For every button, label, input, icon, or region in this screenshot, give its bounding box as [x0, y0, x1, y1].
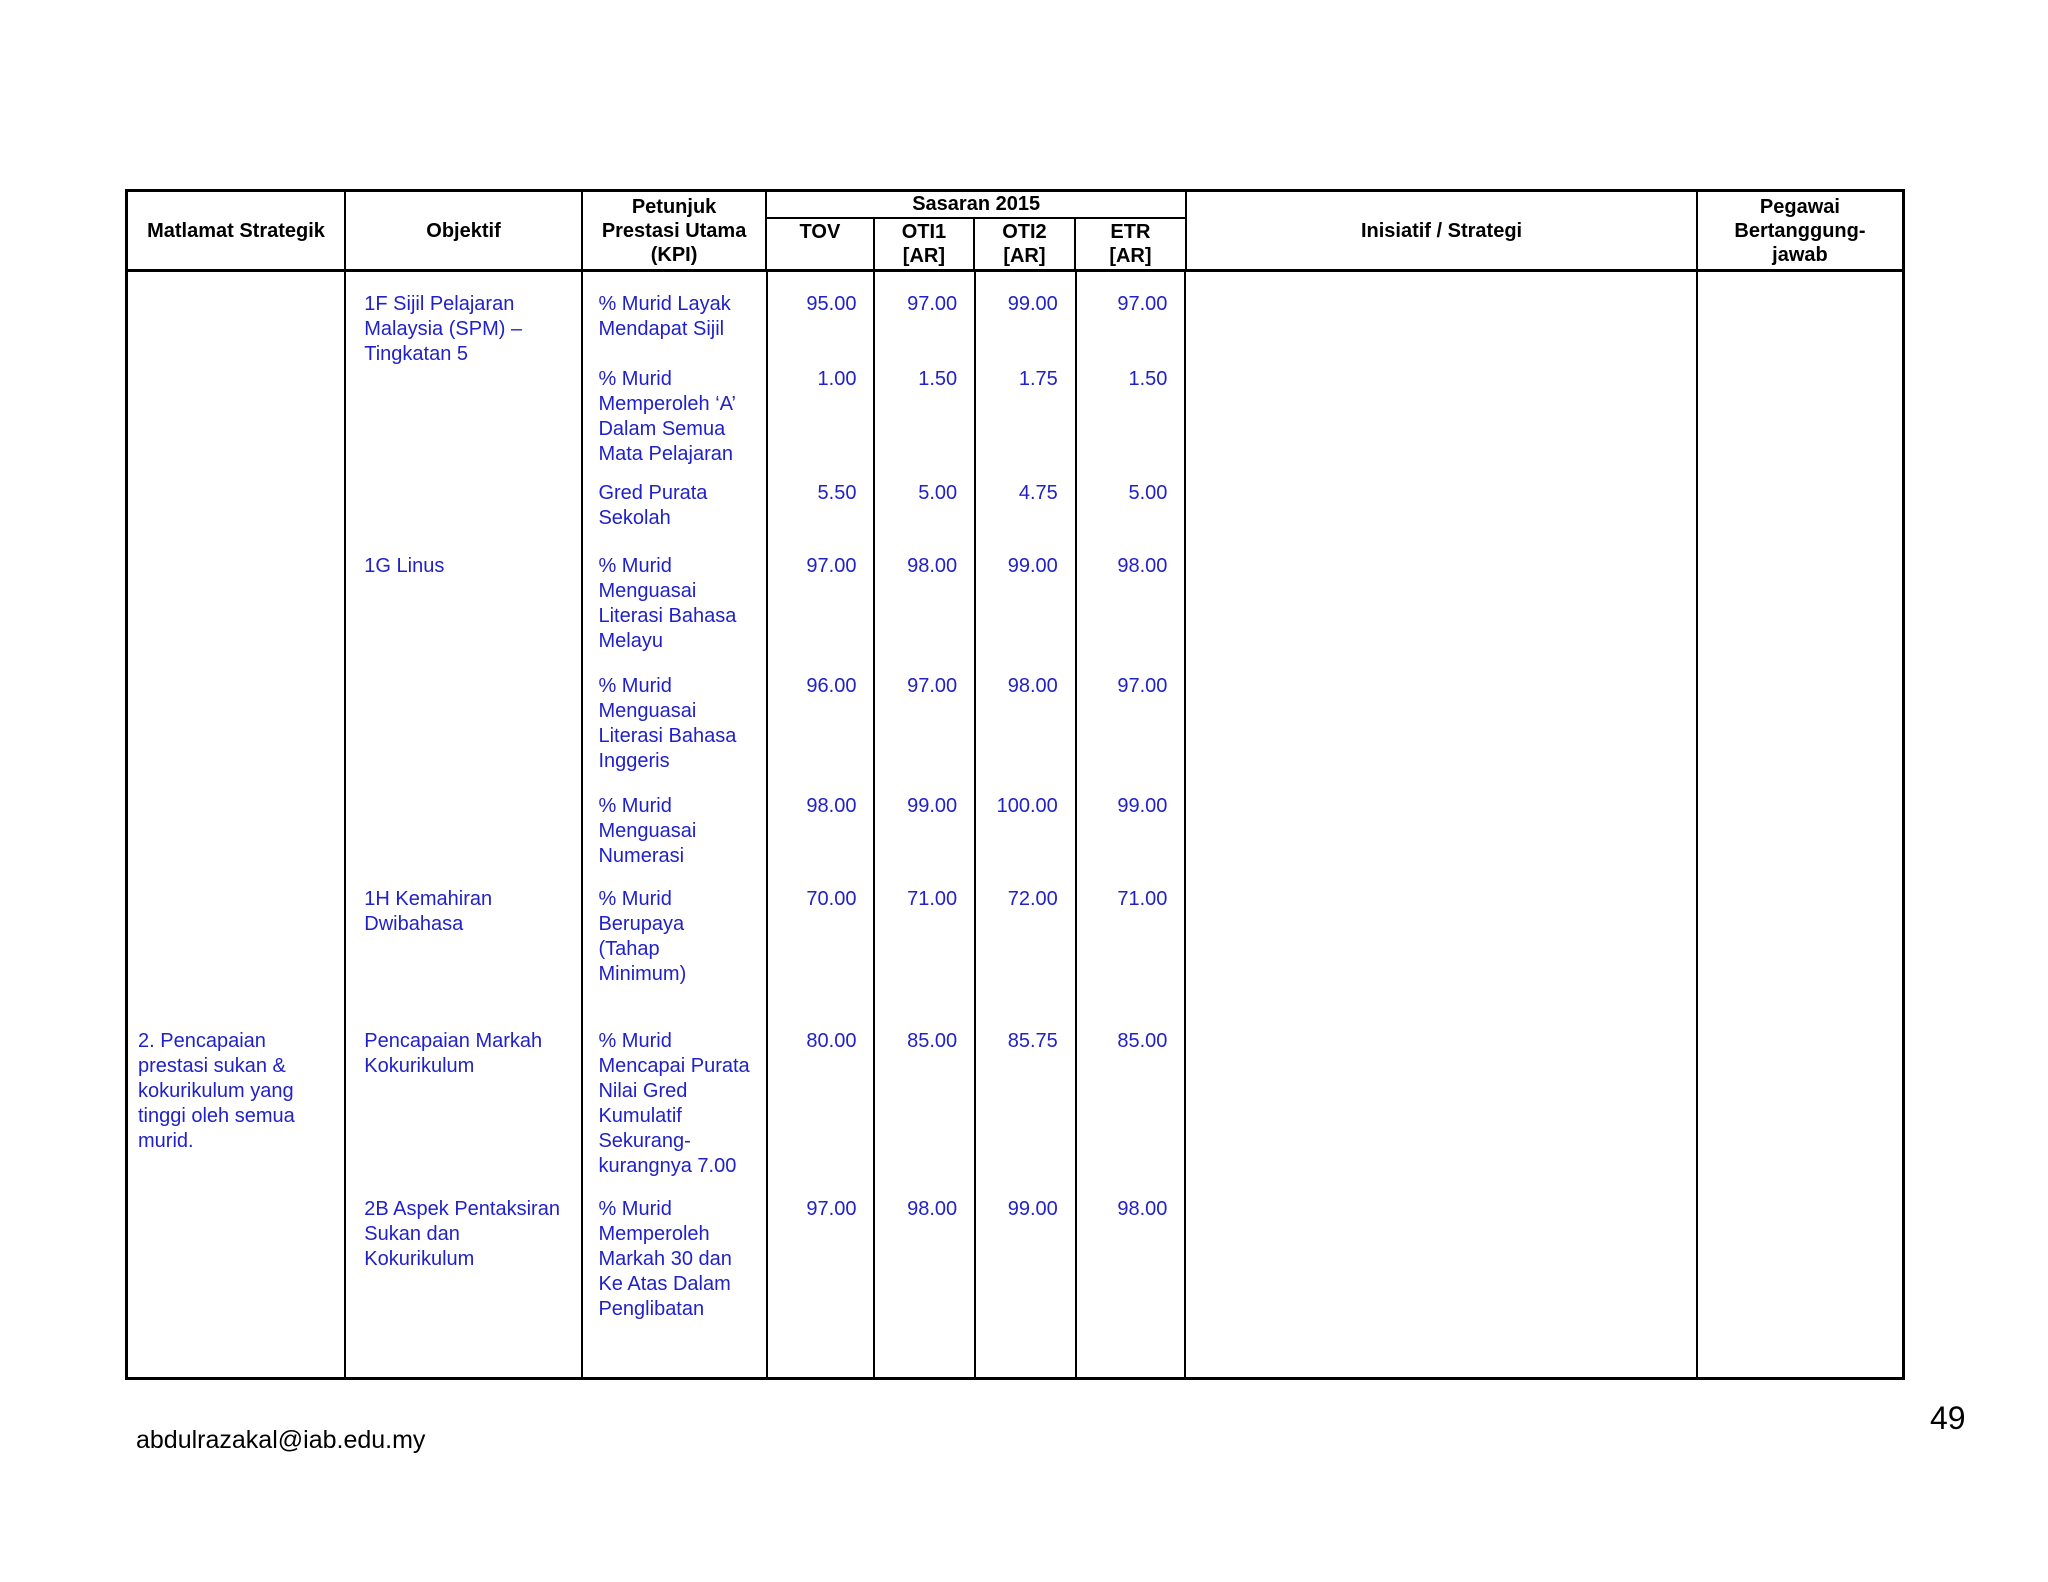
etr-value: 85.00	[1117, 1030, 1168, 1052]
page-number: 49	[1930, 1400, 1966, 1436]
oti1-value: 85.00	[907, 1030, 958, 1052]
oti2-value: 100.00	[996, 795, 1058, 817]
oti1-value: 97.00	[907, 293, 958, 315]
kpi-item: % Murid Menguasai Numerasi	[598, 795, 697, 867]
etr-value: 99.00	[1117, 795, 1168, 817]
tov-value: 80.00	[806, 1030, 857, 1052]
etr-value: 98.00	[1117, 555, 1168, 577]
kpi-item: % Murid Memperoleh Markah 30 dan Ke Atas…	[598, 1198, 732, 1320]
table-body-row: 2. Pencapaian prestasi sukan & kokurikul…	[128, 272, 1902, 1377]
column-oti1: 97.00 1.50 5.00 98.00 97.00 99.00 71.00 …	[875, 272, 977, 1377]
column-kpi: % Murid Layak Mendapat Sijil % Murid Mem…	[583, 272, 768, 1377]
column-oti2: 99.00 1.75 4.75 99.00 98.00 100.00 72.00…	[976, 272, 1077, 1377]
header-etr: ETR [AR]	[1109, 221, 1152, 267]
header-pegawai: Pegawai Bertanggung- jawab	[1734, 195, 1866, 266]
footer-email: abdulrazakal@iab.edu.my	[136, 1426, 426, 1454]
oti1-value: 1.50	[918, 368, 958, 390]
matlamat-item: 2. Pencapaian prestasi sukan & kokurikul…	[138, 1030, 295, 1152]
etr-value: 71.00	[1117, 888, 1168, 910]
column-objektif: 1F Sijil Pelajaran Malaysia (SPM) – Ting…	[346, 272, 584, 1377]
objektif-item: 1H Kemahiran Dwibahasa	[364, 888, 493, 935]
oti1-value: 71.00	[907, 888, 958, 910]
strategic-plan-table: Matlamat Strategik Objektif Petunjuk Pre…	[125, 189, 1905, 1380]
tov-value: 98.00	[806, 795, 857, 817]
kpi-item: Gred Purata Sekolah	[598, 482, 708, 529]
kpi-item: % Murid Memperoleh ‘A’ Dalam Semua Mata …	[598, 368, 736, 465]
oti2-value: 99.00	[1007, 1198, 1058, 1220]
tov-value: 97.00	[806, 555, 857, 577]
oti1-value: 98.00	[907, 1198, 958, 1220]
oti2-value: 99.00	[1007, 555, 1058, 577]
kpi-item: % Murid Menguasai Literasi Bahasa Ingger…	[598, 675, 737, 772]
etr-value: 1.50	[1128, 368, 1168, 390]
etr-value: 5.00	[1128, 482, 1168, 504]
header-objektif: Objektif	[346, 192, 583, 269]
oti2-value: 98.00	[1007, 675, 1058, 697]
tov-value: 70.00	[806, 888, 857, 910]
oti2-value: 72.00	[1007, 888, 1058, 910]
header-oti1: OTI1 [AR]	[875, 219, 976, 269]
objektif-item: 2B Aspek Pentaksiran Sukan dan Kokurikul…	[364, 1198, 560, 1270]
objektif-item: 1F Sijil Pelajaran Malaysia (SPM) – Ting…	[364, 293, 523, 365]
column-matlamat-strategik: 2. Pencapaian prestasi sukan & kokurikul…	[128, 272, 347, 1377]
header-sasaran-group: Sasaran 2015 TOV OTI1 [AR] OTI2 [AR] ETR…	[767, 192, 1188, 269]
header-inisiatif-strategi: Inisiatif / Strategi	[1187, 192, 1698, 269]
oti2-value: 99.00	[1007, 293, 1058, 315]
header-sasaran-subrow: TOV OTI1 [AR] OTI2 [AR] ETR [AR]	[767, 219, 1185, 269]
etr-value: 98.00	[1117, 1198, 1168, 1220]
kpi-item: % Murid Menguasai Literasi Bahasa Melayu	[598, 555, 737, 652]
tov-value: 95.00	[806, 293, 857, 315]
objektif-item: 1G Linus	[364, 555, 445, 577]
kpi-item: % Murid Mencapai Purata Nilai Gred Kumul…	[598, 1030, 750, 1177]
kpi-item: % Murid Berupaya (Tahap Minimum)	[598, 888, 687, 985]
etr-value: 97.00	[1117, 293, 1168, 315]
oti2-value: 85.75	[1007, 1030, 1058, 1052]
oti1-value: 99.00	[907, 795, 958, 817]
column-tov: 95.00 1.00 5.50 97.00 96.00 98.00 70.00 …	[768, 272, 876, 1377]
oti1-value: 98.00	[907, 555, 958, 577]
column-inisiatif-strategi	[1186, 272, 1698, 1377]
header-sasaran-2015: Sasaran 2015	[767, 192, 1186, 219]
column-etr: 97.00 1.50 5.00 98.00 97.00 99.00 71.00 …	[1077, 272, 1187, 1377]
header-kpi: Petunjuk Prestasi Utama (KPI)	[583, 192, 768, 269]
oti2-value: 4.75	[1018, 482, 1058, 504]
objektif-item: Pencapaian Markah Kokurikulum	[364, 1030, 543, 1077]
oti2-value: 1.75	[1018, 368, 1058, 390]
header-tov: TOV	[767, 219, 875, 269]
etr-value: 97.00	[1117, 675, 1168, 697]
header-matlamat-strategik: Matlamat Strategik	[128, 192, 347, 269]
tov-value: 5.50	[817, 482, 857, 504]
oti1-value: 97.00	[907, 675, 958, 697]
tov-value: 1.00	[817, 368, 857, 390]
header-oti2: OTI2 [AR]	[975, 219, 1076, 269]
tov-value: 96.00	[806, 675, 857, 697]
kpi-item: % Murid Layak Mendapat Sijil	[598, 293, 731, 340]
tov-value: 97.00	[806, 1198, 857, 1220]
table-header-row: Matlamat Strategik Objektif Petunjuk Pre…	[128, 192, 1902, 272]
column-pegawai	[1698, 272, 1902, 1377]
oti1-value: 5.00	[918, 482, 958, 504]
